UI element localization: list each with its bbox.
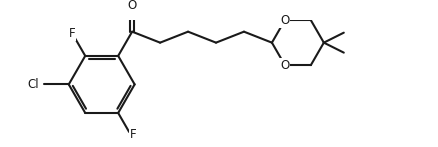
Text: O: O (280, 59, 290, 72)
Text: O: O (280, 14, 290, 27)
Text: F: F (130, 128, 137, 141)
Text: Cl: Cl (27, 78, 39, 91)
Text: F: F (69, 27, 75, 40)
Text: O: O (127, 0, 137, 12)
